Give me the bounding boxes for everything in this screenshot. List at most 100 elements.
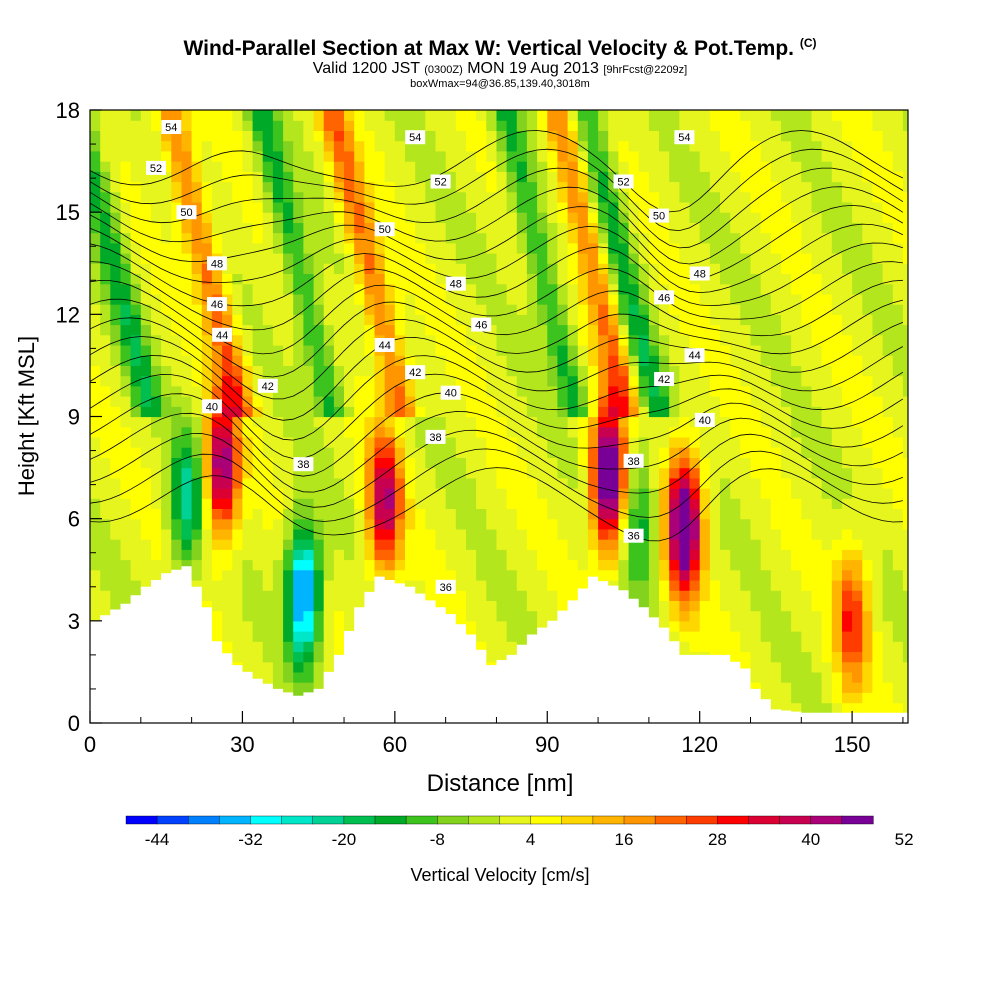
field-cell bbox=[283, 324, 294, 336]
field-cell bbox=[872, 426, 884, 438]
field-cell bbox=[659, 140, 670, 152]
field-cell bbox=[862, 702, 874, 714]
field-cell bbox=[252, 539, 264, 550]
field-cell bbox=[760, 212, 772, 223]
theta-contour-line bbox=[90, 317, 904, 400]
field-cell bbox=[791, 345, 802, 356]
field-cell bbox=[648, 569, 660, 581]
field-cell bbox=[770, 304, 782, 315]
theta-label-text: 38 bbox=[627, 456, 639, 468]
field-cell bbox=[323, 416, 335, 428]
field-cell bbox=[648, 365, 660, 377]
field-cell bbox=[547, 467, 559, 479]
theta-contour-line bbox=[90, 448, 903, 522]
field-cell bbox=[344, 365, 355, 377]
field-cell bbox=[526, 375, 538, 387]
field-cell bbox=[232, 385, 244, 397]
field-cell bbox=[272, 539, 284, 550]
field-cell bbox=[405, 498, 416, 509]
field-cell bbox=[415, 569, 426, 581]
field-cell bbox=[791, 110, 802, 121]
field-cell bbox=[333, 385, 345, 397]
field-cell bbox=[151, 559, 162, 571]
field-cell bbox=[313, 253, 325, 264]
field-cell bbox=[730, 580, 741, 591]
field-cell bbox=[669, 201, 680, 213]
field-cell bbox=[892, 324, 904, 336]
field-cell bbox=[211, 518, 223, 530]
field-cell bbox=[323, 293, 335, 305]
field-cell bbox=[902, 293, 908, 305]
field-cell bbox=[709, 631, 721, 642]
field-cell bbox=[486, 191, 498, 203]
field-cell bbox=[801, 120, 813, 131]
field-cell bbox=[862, 385, 874, 397]
theta-contour-line bbox=[90, 336, 904, 421]
field-cell bbox=[232, 416, 244, 428]
field-cell bbox=[130, 283, 142, 295]
field-cell bbox=[211, 273, 223, 285]
field-cell bbox=[313, 120, 325, 131]
field-cell bbox=[821, 140, 833, 152]
field-cell bbox=[252, 416, 264, 428]
field-cell bbox=[435, 345, 447, 356]
field-cell bbox=[547, 110, 559, 121]
field-cell bbox=[394, 304, 406, 315]
field-cell bbox=[842, 600, 853, 612]
field-cell bbox=[415, 293, 426, 305]
field-cell bbox=[445, 130, 457, 142]
field-cell bbox=[486, 569, 498, 581]
field-cell bbox=[892, 314, 904, 326]
field-cell bbox=[211, 610, 223, 622]
field-cell bbox=[333, 426, 345, 438]
field-cell bbox=[486, 590, 498, 601]
field-cell bbox=[577, 130, 589, 142]
field-cell bbox=[557, 518, 569, 530]
field-cell bbox=[618, 263, 630, 274]
field-cell bbox=[191, 304, 203, 315]
field-cell bbox=[344, 140, 355, 152]
field-cell bbox=[689, 293, 701, 305]
field-cell bbox=[567, 273, 579, 285]
field-cell bbox=[466, 253, 477, 264]
field-cell bbox=[191, 334, 203, 346]
field-cell bbox=[699, 232, 711, 244]
field-cell bbox=[689, 140, 701, 152]
field-cell bbox=[842, 620, 853, 632]
field-cell bbox=[476, 110, 487, 121]
field-cell bbox=[567, 334, 579, 346]
field-cell bbox=[781, 324, 792, 336]
field-cell bbox=[130, 253, 142, 264]
field-cell bbox=[405, 569, 416, 581]
field-cell bbox=[364, 232, 376, 244]
field-cell bbox=[486, 375, 498, 387]
field-cell bbox=[486, 242, 498, 254]
field-cell bbox=[100, 222, 111, 234]
field-cell bbox=[638, 201, 650, 213]
field-cell bbox=[171, 273, 183, 285]
field-cell bbox=[466, 355, 477, 366]
field-cell bbox=[821, 120, 833, 131]
vertical-velocity-field bbox=[90, 110, 908, 723]
field-cell bbox=[445, 191, 457, 203]
field-cell bbox=[486, 253, 498, 264]
field-cell bbox=[882, 447, 894, 458]
field-cell bbox=[547, 150, 559, 162]
field-cell bbox=[323, 345, 335, 356]
field-cell bbox=[506, 161, 518, 172]
field-cell bbox=[293, 661, 304, 673]
field-cell bbox=[486, 273, 498, 285]
field-cell bbox=[852, 324, 863, 336]
field-cell bbox=[902, 253, 908, 264]
field-cell bbox=[608, 140, 619, 152]
field-cell bbox=[303, 518, 315, 530]
field-cell bbox=[211, 150, 223, 162]
field-cell bbox=[618, 161, 630, 172]
field-cell bbox=[140, 232, 152, 244]
field-cell bbox=[709, 375, 721, 387]
field-cell bbox=[892, 140, 904, 152]
field-cell bbox=[110, 549, 122, 561]
field-cell bbox=[272, 406, 284, 418]
field-cell bbox=[577, 549, 589, 561]
field-cell bbox=[272, 467, 284, 479]
